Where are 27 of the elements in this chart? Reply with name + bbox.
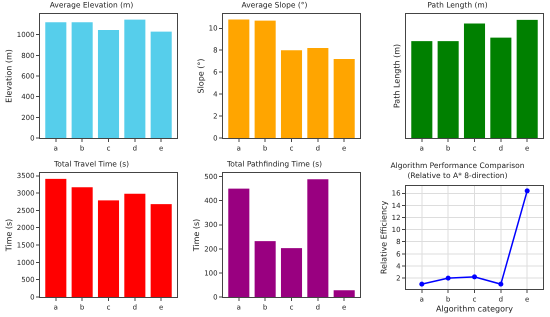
bar [228,188,250,297]
point [524,188,530,194]
bar [150,204,172,297]
bar [280,50,302,138]
y-axis-title: Relative Efficiency [379,200,388,274]
y-axis-title: Path Length (m) [392,44,402,108]
bar [45,178,66,297]
x-axis-title: Algorithm category [436,304,514,314]
bar [98,200,120,297]
bar [228,19,250,138]
bar [334,290,355,297]
point [472,274,477,280]
y-axis-title: Time (s) [192,218,201,252]
bar [307,48,328,138]
bar [307,179,328,297]
bar [72,187,93,297]
point [419,282,424,287]
y-axis-title: Slope (°) [196,58,206,94]
bar [124,194,146,297]
bar [254,241,276,297]
bar [280,248,302,297]
y-axis-title: Time (s) [4,218,14,252]
point [446,276,451,281]
y-axis-title: Elevation (m) [4,49,14,103]
point [498,282,504,287]
bar [254,20,276,138]
bar [334,58,355,138]
